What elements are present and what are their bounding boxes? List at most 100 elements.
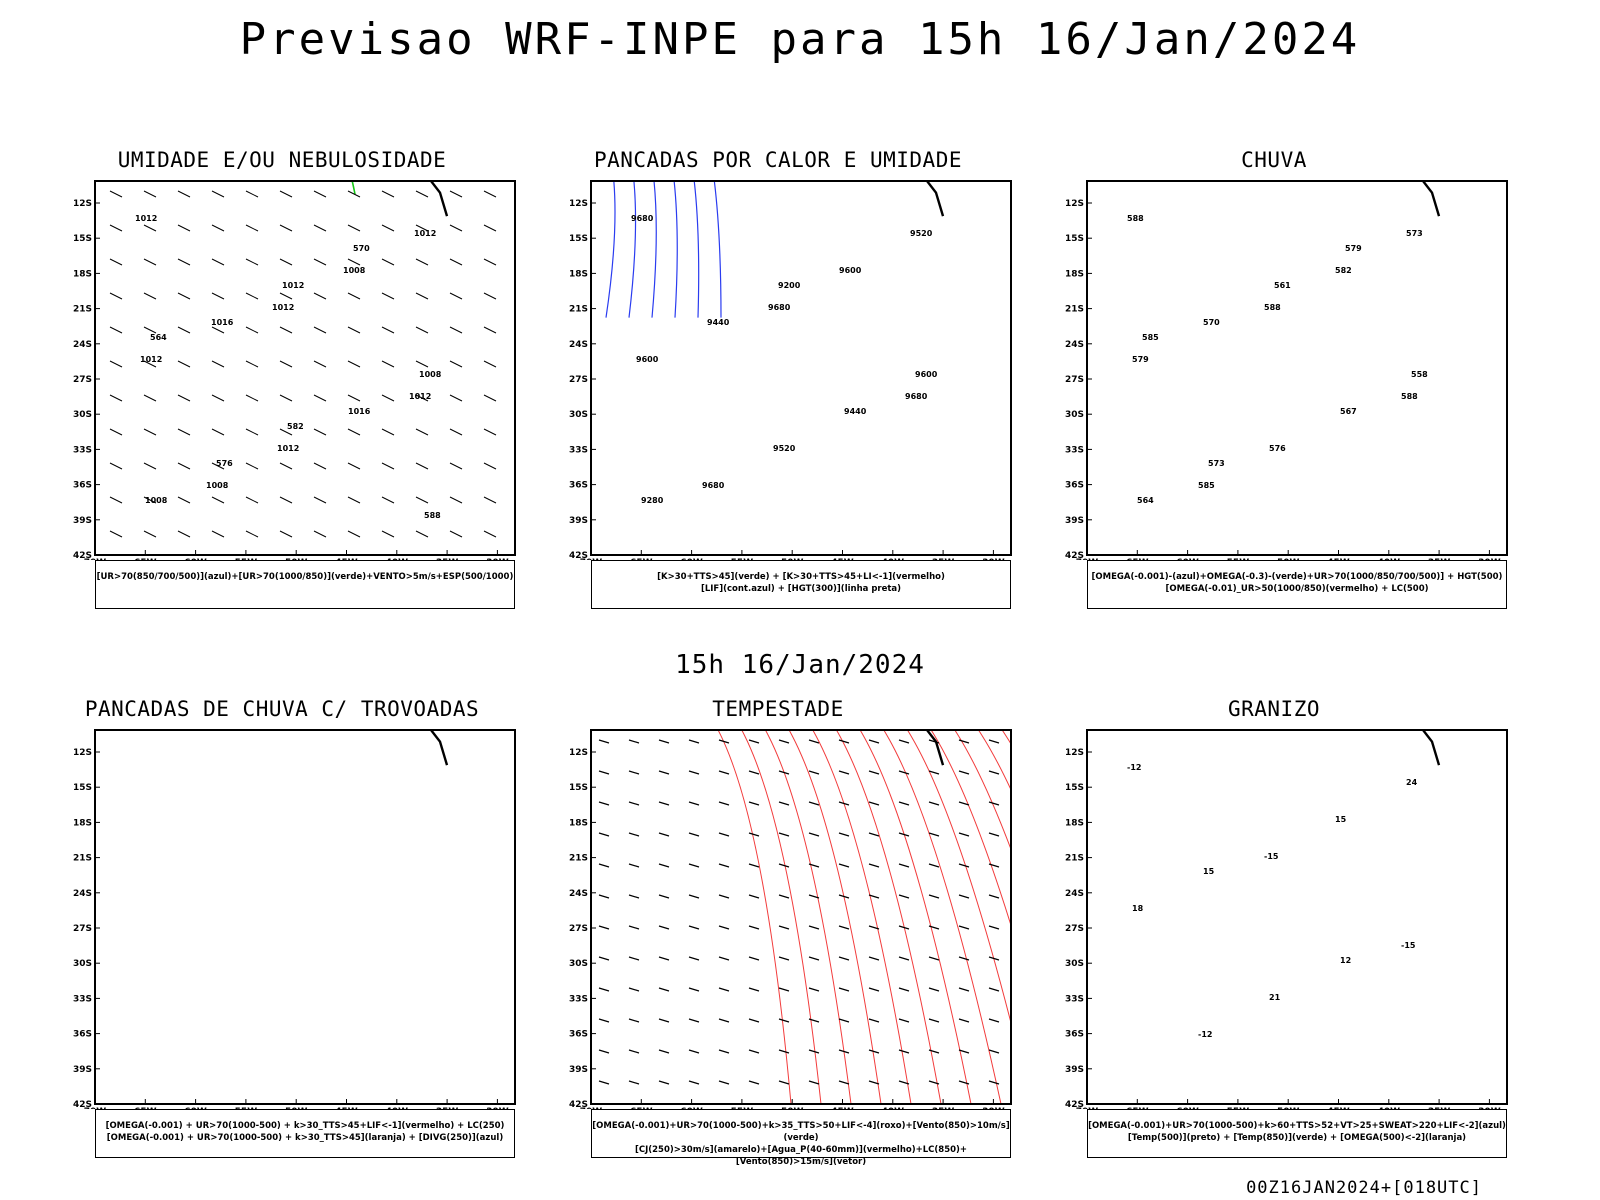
valid-time-title: 15h 16/Jan/2024 (675, 650, 925, 680)
contour-label: 1016 (211, 318, 234, 327)
lat-tick-label: 27S (73, 924, 92, 934)
panel-title: PANCADAS DE CHUVA C/ TROVOADAS (84, 697, 480, 721)
map-frame (590, 729, 1012, 1105)
contour-label: 567 (1340, 407, 1357, 416)
map-chuva: 588 588 588 585 582 579 576 573 570 567 564 561 558 5… (1065, 180, 1508, 560)
lon-tick-label: 40W (1378, 558, 1401, 560)
lon-tick-label: 30W (486, 558, 509, 560)
contour-label: 9680 (905, 392, 928, 401)
map-frame (590, 180, 1012, 556)
lon-tick-label: 70W (580, 1107, 603, 1109)
legend-line: [OMEGA(-0.001) + UR>70(1000-500) + k>30_… (105, 1121, 505, 1131)
legend-line: [OMEGA(-0.001)-(azul)+OMEGA(-0.3)-(verde… (1091, 572, 1503, 582)
lon-tick-label: 65W (630, 1107, 653, 1109)
lat-tick-label: 36S (569, 1030, 588, 1040)
lon-tick-label: 45W (831, 558, 854, 560)
lat-tick-label: 39S (1065, 516, 1084, 526)
contour-label: 1008 (419, 370, 442, 379)
lat-tick-label: 36S (73, 1030, 92, 1040)
lat-tick-label: 24S (1065, 340, 1084, 350)
legend-box: [OMEGA(-0.001) + UR>70(1000-500) + k>30_… (95, 1109, 515, 1158)
contour-label: -12 (1127, 763, 1141, 772)
forecast-run-label: 00Z16JAN2024+[018UTC] (1246, 1178, 1482, 1198)
lat-tick-label: 33S (73, 994, 92, 1004)
contour-label: 588 (424, 511, 441, 520)
map-frame (1086, 180, 1508, 556)
lon-tick-label: 30W (1478, 1107, 1501, 1109)
lat-tick-label: 12S (73, 199, 92, 209)
lat-tick-label: 30S (569, 410, 588, 420)
lat-tick-label: 27S (73, 375, 92, 385)
contour-label: 588 (1264, 303, 1281, 312)
lat-tick-label: 33S (73, 445, 92, 455)
contour-label: 1012 (140, 355, 162, 364)
legend-line: [OMEGA(-0.001)+UR>70(1000-500)+k>60+TTS>… (1088, 1121, 1506, 1131)
contour-label: 582 (1335, 266, 1352, 275)
lat-tick-label: 39S (569, 1065, 588, 1075)
contour-label: 21 (1269, 993, 1281, 1002)
lat-tick-label: 42S (1065, 551, 1084, 560)
lat-tick-label: 39S (1065, 1065, 1084, 1075)
contour-label: 558 (1411, 370, 1428, 379)
lat-tick-label: 15S (1065, 783, 1084, 793)
lon-tick-label: 45W (831, 1107, 854, 1109)
contour-label: 9600 (915, 370, 938, 379)
lat-tick-label: 39S (569, 516, 588, 526)
lon-tick-label: 60W (184, 1107, 207, 1109)
main-title: Previsao WRF-INPE para 15h 16/Jan/2024 (239, 14, 1361, 65)
lon-tick-label: 70W (1076, 1107, 1099, 1109)
lon-tick-label: 40W (882, 558, 905, 560)
contour-label: 564 (1137, 496, 1154, 505)
panel-pancadas-trovoadas: PANCADAS DE CHUVA C/ TROVOADAS 12S 15S 18S 2… (52, 697, 516, 1177)
map-pancadas-calor: 9680 9680 9680 9680 9600 9600 9520 9520 9440 9440… (569, 180, 1012, 560)
lon-tick-label: 40W (1378, 1107, 1401, 1109)
map-pancadas-trovoadas: 12S 15S 18S 21S 24S 27S 30S 33S 36S 39S 42S70W 65W 6… (73, 729, 516, 1109)
contour-label: 1012 (414, 229, 436, 238)
lat-tick-label: 21S (73, 305, 92, 315)
contour-label: 576 (1269, 444, 1286, 453)
lon-tick-label: 65W (134, 1107, 157, 1109)
lon-tick-label: 65W (1126, 558, 1149, 560)
lon-tick-label: 45W (1327, 558, 1350, 560)
legend-box: [K>30+TTS>45](verde) + [K>30+TTS>45+LI<-… (591, 560, 1011, 609)
contour-label: 1012 (282, 281, 304, 290)
lat-tick-label: 18S (569, 269, 588, 279)
lat-tick-label: 36S (73, 481, 92, 491)
map-umidade: 1012 1012 1012 1008 1008 1012 1012 1012 1016 1016… (73, 180, 516, 560)
lon-tick-label: 45W (1327, 1107, 1350, 1109)
contour-label: 576 (216, 459, 233, 468)
lon-tick-label: 60W (1176, 1107, 1199, 1109)
contour-label: 1008 (206, 481, 229, 490)
lat-tick-label: 15S (569, 234, 588, 244)
contour-label: 1012 (135, 214, 157, 223)
contour-label: 9680 (631, 214, 654, 223)
contour-label: -15 (1401, 941, 1416, 950)
lon-tick-label: 35W (436, 558, 459, 560)
contour-label: -12 (1198, 1030, 1212, 1039)
lat-tick-label: 30S (73, 959, 92, 969)
lon-tick-label: 30W (1478, 558, 1501, 560)
lon-tick-label: 60W (1176, 558, 1199, 560)
lat-tick-label: 24S (73, 889, 92, 899)
lon-tick-label: 50W (285, 558, 308, 560)
lon-tick-label: 65W (1126, 1107, 1149, 1109)
lat-tick-label: 33S (1065, 994, 1084, 1004)
map-frame (94, 180, 516, 556)
contour-label: 579 (1132, 355, 1149, 364)
legend-line: [OMEGA(-0.001)+UR>70(1000-500)+k>35_TTS>… (592, 1121, 1010, 1143)
legend-line: [CJ(250)>30m/s](amarelo)+[Agua_P(40-60mm… (634, 1145, 968, 1167)
lat-tick-label: 12S (1065, 748, 1084, 758)
lon-tick-label: 35W (1428, 1107, 1451, 1109)
panel-title: PANCADAS POR CALOR E UMIDADE (593, 148, 962, 172)
lon-tick-label: 50W (781, 1107, 804, 1109)
contour-label: 15 (1335, 815, 1347, 824)
contour-label: 1012 (409, 392, 431, 401)
contour-label: 9600 (636, 355, 659, 364)
legend-line: [Temp(500)](preto) + [Temp(850)](verde) … (1127, 1133, 1467, 1143)
lon-tick-label: 50W (285, 1107, 308, 1109)
lat-tick-label: 42S (73, 551, 92, 560)
lon-tick-label: 35W (1428, 558, 1451, 560)
lat-tick-label: 24S (1065, 889, 1084, 899)
lon-tick-label: 45W (335, 1107, 358, 1109)
contour-label: 1012 (277, 444, 299, 453)
